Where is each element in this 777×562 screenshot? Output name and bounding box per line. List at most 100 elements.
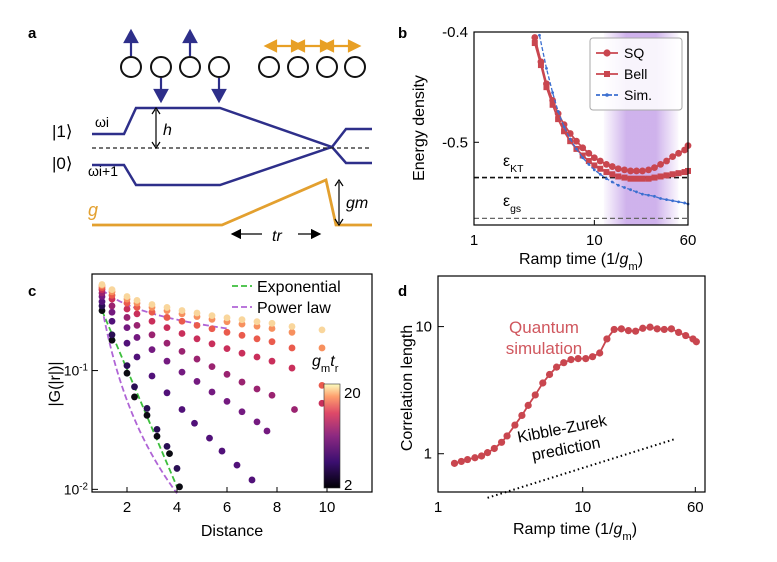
data-point	[178, 347, 186, 355]
panel-c: c 10-1 10-2 2 4 6 8 10 Distance |G(|r|)| Exponent…	[28, 273, 373, 540]
data-point	[545, 66, 548, 70]
data-point	[148, 317, 156, 325]
data-point	[647, 193, 650, 197]
data-point	[587, 162, 591, 166]
data-point	[645, 175, 652, 182]
data-point	[663, 172, 670, 179]
spin-site	[258, 56, 280, 78]
data-point	[178, 368, 186, 376]
data-point	[605, 177, 608, 181]
data-point	[143, 405, 151, 412]
data-point	[318, 344, 326, 352]
legend-marker	[603, 49, 611, 57]
data-point	[675, 328, 683, 337]
data-point	[503, 432, 511, 440]
y-tick-label: -0.5	[442, 134, 468, 151]
data-point	[131, 393, 138, 401]
data-point	[582, 355, 590, 363]
chart-energy-density: εKT εgs -0.4 -0.5 1 10 60 Ramp time (1/gm) Energ…	[411, 24, 696, 273]
annotation-epsilon-gs: εgs	[503, 193, 521, 215]
data-point	[646, 323, 654, 331]
arrow-down-icon	[211, 88, 227, 104]
data-point	[223, 345, 231, 353]
data-point	[552, 363, 561, 371]
spin-site	[179, 56, 201, 78]
data-point	[153, 432, 161, 440]
data-point	[677, 200, 680, 204]
h-arrow-bottom	[151, 141, 161, 150]
data-point	[651, 174, 658, 181]
data-point	[483, 449, 492, 457]
data-point	[153, 425, 161, 433]
data-point	[671, 199, 675, 203]
data-point	[268, 319, 276, 327]
data-point	[148, 308, 156, 316]
data-point	[639, 324, 647, 332]
data-point	[627, 175, 634, 182]
data-point	[669, 153, 677, 161]
data-point	[193, 322, 201, 329]
level-upper-curve	[92, 106, 372, 149]
data-point	[660, 325, 668, 334]
legend-marker	[604, 71, 610, 77]
data-point	[641, 192, 644, 196]
data-point	[163, 339, 171, 347]
data-point	[123, 293, 131, 300]
data-point	[208, 340, 216, 348]
data-point	[131, 383, 138, 391]
data-point	[268, 338, 276, 346]
legend-label: SQ	[624, 45, 644, 61]
data-point	[253, 385, 261, 393]
data-point	[148, 301, 156, 308]
colorbar-label: gmtr	[312, 353, 339, 375]
data-point	[539, 379, 547, 387]
data-point	[178, 317, 186, 325]
data-point	[193, 309, 201, 317]
data-point	[657, 173, 664, 180]
data-point	[692, 338, 700, 346]
data-point	[682, 331, 690, 340]
data-point	[633, 175, 640, 182]
legend-label: Exponential	[257, 279, 341, 296]
data-point	[633, 167, 640, 175]
y-axis-label: Correlation length	[399, 325, 416, 451]
data-point	[166, 450, 173, 457]
fit-power-law	[101, 307, 178, 494]
x-tick-label: 6	[223, 499, 231, 516]
data-point	[268, 325, 276, 332]
panel-d-label: d	[398, 283, 407, 300]
annotation-quantum: Quantum	[509, 318, 579, 337]
data-point	[208, 363, 216, 370]
x-tick-label: 4	[173, 499, 181, 516]
panel-d: d 1 10 1 10 60 Ramp time (1/gm) Correlation le…	[398, 275, 706, 543]
y-tick-label: 1	[424, 446, 432, 463]
y-tick-label: 10	[415, 319, 432, 336]
x-tick-label: 8	[273, 499, 281, 516]
x-tick-label: 1	[434, 499, 442, 516]
data-point	[659, 197, 662, 200]
data-point	[223, 314, 231, 322]
panel-b-label: b	[398, 25, 407, 42]
data-point	[653, 325, 661, 333]
data-point	[238, 331, 246, 339]
data-point	[592, 168, 596, 172]
data-point	[193, 355, 201, 363]
legend-label: Bell	[624, 66, 647, 82]
data-point	[614, 165, 622, 173]
data-point	[560, 359, 568, 367]
spin-site	[287, 56, 309, 78]
spin-chain-right	[258, 56, 366, 78]
data-point	[108, 302, 116, 310]
fit-power-law-high	[101, 288, 230, 330]
spin-site	[120, 56, 142, 78]
data-point	[148, 346, 156, 354]
y-tick-label: 10-1	[64, 362, 88, 379]
data-point	[561, 128, 568, 135]
data-point	[163, 324, 171, 331]
data-point	[603, 335, 611, 343]
data-point	[133, 310, 141, 318]
data-point	[657, 160, 664, 168]
spin-site	[344, 56, 366, 78]
data-point	[562, 125, 566, 129]
